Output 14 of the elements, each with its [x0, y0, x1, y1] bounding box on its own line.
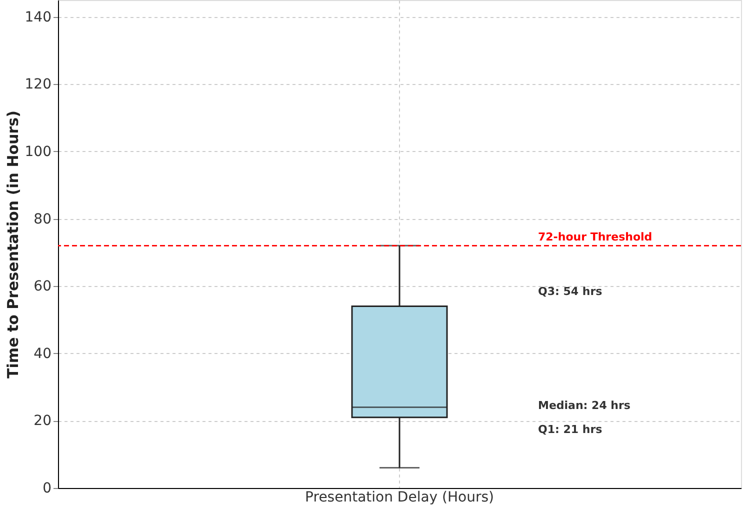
- annotation: Q3: 54 hrs: [538, 285, 603, 298]
- ref-line-label: 72-hour Threshold: [538, 230, 652, 244]
- y-tick-label: 120: [24, 76, 52, 93]
- y-tick-label: 40: [34, 346, 52, 362]
- y-tick-label: 60: [34, 278, 52, 295]
- y-tick-label: 80: [34, 211, 52, 228]
- y-axis-title: Time to Presentation (in Hours): [4, 110, 22, 378]
- y-tick-label: 100: [24, 144, 52, 160]
- y-tick-label: 140: [24, 9, 52, 26]
- x-tick-label: Presentation Delay (Hours): [305, 490, 494, 506]
- y-tick-label: 0: [42, 480, 52, 496]
- y-tick-label: 20: [34, 413, 52, 430]
- annotation: Q1: 21 hrs: [538, 423, 603, 436]
- annotation: Median: 24 hrs: [538, 399, 631, 412]
